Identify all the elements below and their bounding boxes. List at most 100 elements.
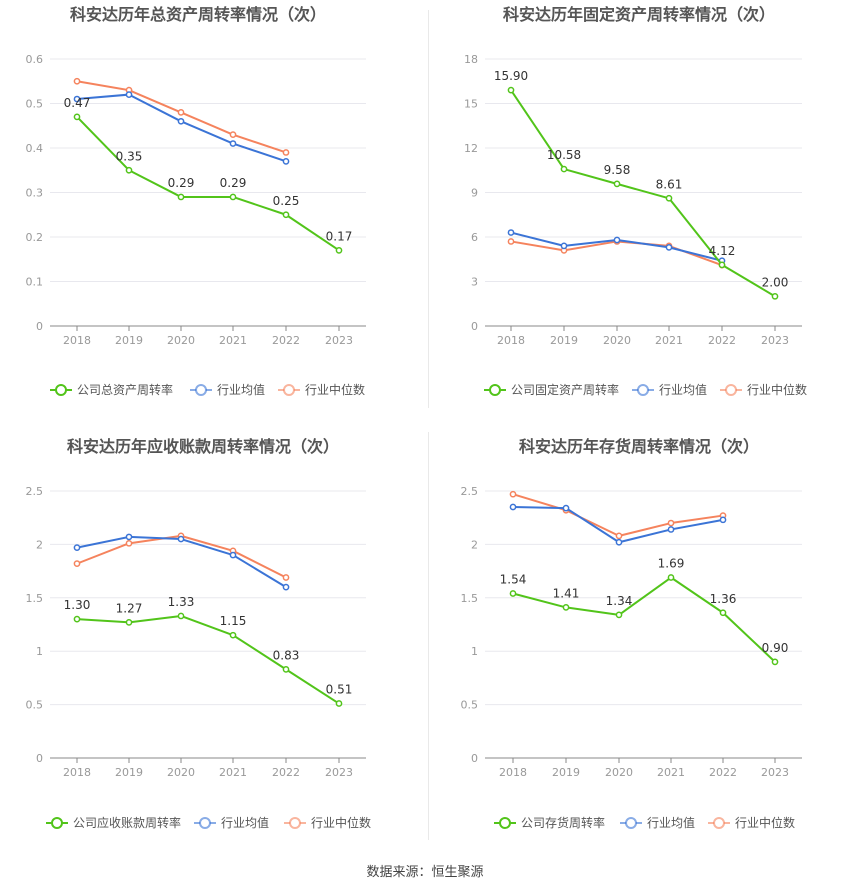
legend-label: 公司总资产周转率 [77,382,173,397]
data-point-avg [282,158,290,165]
data-point-avg [509,503,517,511]
data-label: 1.54 [500,573,527,587]
data-point-avg [613,236,621,244]
series-line-company [76,116,340,252]
data-label: 1.33 [168,595,195,609]
y-tick-label: 1 [471,645,478,658]
data-point-company [125,619,133,626]
x-tick-label: 2019 [115,334,143,347]
y-tick-label: 9 [471,187,478,200]
data-point-company [771,658,779,666]
data-point-median [667,519,675,527]
chart-title: 科安达历年存货周转率情况（次） [519,437,759,456]
data-point-company [562,604,570,611]
data-label: 0.29 [220,176,247,190]
legend-marker-icon [51,817,63,829]
data-point-avg [229,140,237,147]
legend-label: 公司固定资产周转率 [511,382,619,397]
data-label: 1.15 [220,614,247,628]
y-tick-label: 0 [471,320,478,333]
legend-item-avg: 行业均值 [190,382,265,397]
data-label: 0.47 [64,96,91,110]
legend-marker-icon [725,384,737,396]
data-point-median [177,109,185,116]
legend-marker-icon [489,384,501,396]
data-point-company [509,590,517,597]
data-label: 4.12 [709,244,736,258]
data-point-avg [615,538,623,546]
data-label: 8.61 [656,177,683,191]
data-label: 0.35 [116,149,143,163]
x-tick-label: 2020 [605,766,633,779]
data-point-company [719,609,727,617]
y-tick-label: 2.5 [26,485,44,498]
y-tick-label: 0.6 [26,53,44,66]
series-line-company [512,576,776,663]
legend-marker-icon [713,817,725,829]
data-point-company [282,666,290,673]
y-tick-label: 0.3 [26,187,44,200]
data-point-company [229,631,237,639]
data-label: 1.69 [658,557,685,571]
legend-item-median: 行业中位数 [284,815,371,830]
legend-item-avg: 行业均值 [194,815,269,830]
y-tick-label: 18 [464,53,478,66]
chart-4: 科安达历年存货周转率情况（次） 0 0.5 1 1.5 2 2.5 2018 2019 2020 2… [461,437,802,830]
data-point-avg [73,95,81,103]
y-tick-label: 1.5 [461,592,479,605]
data-label: 10.58 [547,148,581,162]
x-tick-label: 2020 [167,334,195,347]
data-point-company [667,574,675,581]
y-tick-label: 0.5 [26,699,44,712]
chart-1: 科安达历年总资产周转率情况（次） 0 0.1 0.2 0.3 0.4 0.5 0.6 2018 2… [26,5,366,397]
y-tick-label: 15 [464,98,478,111]
data-label: 0.90 [762,641,789,655]
x-tick-label: 2022 [708,334,736,347]
y-tick-label: 0 [471,752,478,765]
x-tick-label: 2023 [325,334,353,347]
y-tick-label: 1 [36,645,43,658]
y-tick-label: 2.5 [461,485,479,498]
data-point-avg [73,544,81,551]
legend-item-company: 公司存货周转率 [494,815,605,830]
legend-label: 公司存货周转率 [521,815,605,830]
data-point-avg [125,91,133,98]
x-tick-label: 2018 [497,334,525,347]
panel-divider-top [428,10,429,408]
legend-label: 公司应收账款周转率 [73,815,181,830]
legend-marker-icon [637,384,649,396]
y-tick-label: 0 [36,320,43,333]
legend-item-company: 公司固定资产周转率 [484,382,619,397]
data-label: 0.17 [326,229,353,243]
x-tick-label: 2020 [167,766,195,779]
legend-label: 行业均值 [221,815,269,830]
x-tick-label: 2021 [219,334,247,347]
legend-marker-icon [195,384,207,396]
data-label: 1.27 [116,601,143,615]
data-point-company [177,612,185,620]
x-tick-label: 2023 [325,766,353,779]
y-tick-label: 6 [471,231,478,244]
data-point-company [335,700,343,707]
data-point-median [229,131,237,138]
data-label: 1.34 [606,594,633,608]
legend-label: 行业均值 [647,815,695,830]
legend-marker-icon [289,817,301,829]
chart-title: 科安达历年固定资产周转率情况（次） [503,5,775,24]
x-tick-label: 2021 [655,334,683,347]
chart-2: 科安达历年固定资产周转率情况（次） 0 3 6 9 12 15 18 2018 2019 2020 2… [464,5,807,397]
data-label: 1.36 [710,592,737,606]
y-tick-label: 1.5 [26,592,44,605]
data-point-company [665,194,673,202]
data-point-company [507,86,515,94]
data-point-company [560,165,568,173]
data-point-avg [229,551,237,559]
data-point-avg [507,229,515,236]
x-tick-label: 2023 [761,766,789,779]
data-point-median [125,539,133,547]
data-point-company [229,193,237,201]
legend-label: 行业中位数 [747,382,807,397]
series-line-median [512,493,724,537]
data-point-median [507,238,515,245]
